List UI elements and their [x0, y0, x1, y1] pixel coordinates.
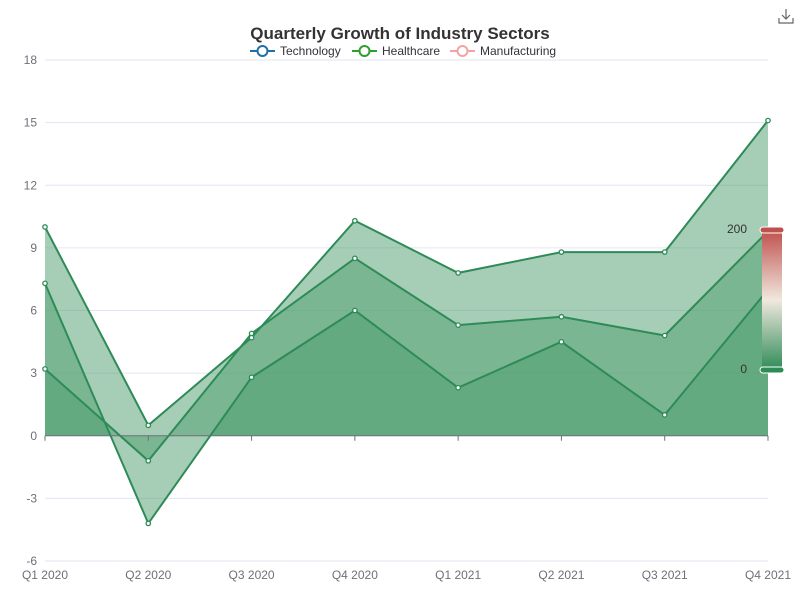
data-point[interactable] [765, 117, 771, 124]
y-tick-label: 0 [30, 429, 37, 443]
data-point[interactable] [558, 338, 565, 345]
download-icon[interactable] [778, 8, 794, 24]
data-point[interactable] [145, 520, 152, 527]
legend-marker [358, 45, 371, 57]
series-areas [45, 120, 768, 524]
data-point[interactable] [661, 412, 668, 418]
x-tick-label: Q3 2021 [642, 568, 688, 582]
visual-map-handle-min[interactable] [759, 366, 785, 374]
data-point[interactable] [42, 366, 48, 372]
chart-title: Quarterly Growth of Industry Sectors [250, 24, 549, 43]
x-axis: Q1 2020 Q2 2020 Q3 2020 Q4 2020 Q1 2021 Q2 20… [22, 435, 791, 582]
y-tick-label: 18 [24, 53, 38, 67]
y-tick-label: 9 [30, 241, 37, 255]
x-tick-label: Q4 2021 [745, 568, 791, 582]
data-point[interactable] [558, 249, 565, 255]
data-point[interactable] [455, 322, 461, 328]
data-point[interactable] [248, 374, 255, 381]
y-axis: -6 -3 0 3 6 9 12 15 18 [24, 53, 38, 568]
x-tick-label: Q1 2021 [435, 568, 481, 582]
y-tick-label: 12 [24, 178, 38, 192]
y-tick-label: -3 [26, 491, 37, 505]
data-point[interactable] [352, 217, 358, 224]
visual-map-min-label: 0 [740, 362, 747, 376]
series-line [44, 230, 769, 463]
legend-marker [456, 45, 469, 57]
data-point[interactable] [455, 270, 461, 276]
x-tick-label: Q4 2020 [332, 568, 378, 582]
legend: Technology Healthcare Manufacturing [250, 44, 556, 58]
visual-map-handle-max[interactable] [759, 226, 785, 234]
x-tick-label: Q2 2020 [125, 568, 171, 582]
data-point[interactable] [42, 224, 48, 230]
legend-item[interactable]: Technology [250, 44, 341, 58]
legend-item[interactable]: Manufacturing [450, 44, 556, 58]
data-point[interactable] [352, 255, 358, 262]
legend-label: Technology [280, 44, 341, 58]
legend-label: Healthcare [382, 44, 440, 58]
x-tick-label: Q2 2021 [538, 568, 584, 582]
series-line [44, 283, 769, 526]
data-point[interactable] [661, 249, 668, 255]
y-tick-label: -6 [26, 554, 37, 568]
y-tick-label: 3 [30, 366, 37, 380]
series-area [45, 120, 768, 436]
visual-map-max-label: 200 [727, 222, 747, 236]
legend-marker [256, 45, 269, 57]
data-point[interactable] [352, 307, 358, 314]
x-tick-label: Q3 2020 [229, 568, 275, 582]
y-tick-label: 15 [24, 116, 38, 130]
x-tick-label: Q1 2020 [22, 568, 68, 582]
visual-map-bar[interactable] [762, 230, 782, 370]
data-point[interactable] [248, 334, 255, 341]
data-point[interactable] [558, 313, 565, 320]
data-point[interactable] [145, 422, 152, 429]
data-point[interactable] [661, 332, 668, 339]
series-line [44, 119, 769, 427]
series-lines [44, 119, 769, 526]
legend-item[interactable]: Healthcare [352, 44, 440, 58]
data-point[interactable] [42, 280, 48, 287]
legend-label: Manufacturing [480, 44, 556, 58]
data-point[interactable] [455, 384, 461, 391]
data-point[interactable] [145, 457, 152, 464]
y-tick-label: 6 [30, 304, 37, 318]
visual-map[interactable]: 200 0 [727, 222, 785, 376]
